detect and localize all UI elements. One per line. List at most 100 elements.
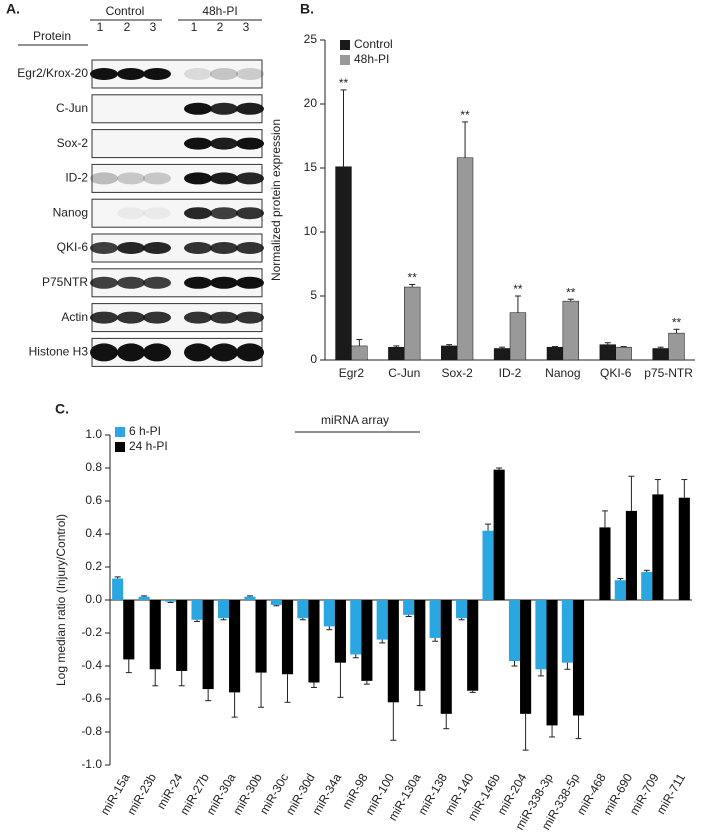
y-tick-label: 20 — [304, 96, 318, 110]
legend-swatch — [115, 442, 125, 452]
protein-label: Nanog — [53, 205, 88, 219]
bar — [599, 344, 616, 361]
band — [143, 343, 171, 362]
bar — [404, 286, 421, 361]
y-tick-label: 15 — [304, 160, 318, 174]
bar — [255, 600, 267, 673]
y-tick-label: 0.6 — [85, 493, 102, 507]
protein-label: QKI-6 — [57, 240, 89, 254]
bar — [508, 600, 521, 662]
bar — [202, 600, 214, 690]
band — [184, 311, 212, 324]
chart-title: miRNA array — [321, 413, 389, 427]
x-tick-label: Egr2 — [339, 366, 365, 380]
lane-label: 3 — [150, 20, 157, 34]
band — [236, 68, 264, 80]
bar — [270, 600, 282, 605]
band — [210, 343, 238, 362]
band — [184, 68, 212, 80]
bar — [546, 346, 564, 361]
band — [117, 68, 145, 80]
x-tick-label: Sox-2 — [441, 366, 473, 380]
bar — [482, 530, 494, 600]
legend-swatch — [340, 40, 350, 50]
bar — [123, 600, 135, 660]
y-tick-label: 0.0 — [85, 592, 102, 606]
bar — [387, 600, 399, 703]
y-tick-label: -1.0 — [81, 757, 102, 771]
panel-label: A. — [6, 1, 20, 17]
band — [210, 68, 238, 80]
bar — [281, 600, 294, 675]
bar — [388, 346, 405, 361]
group-label: 48h-PI — [202, 4, 237, 18]
bar — [509, 312, 527, 361]
band — [90, 172, 118, 185]
band — [184, 343, 212, 362]
band — [236, 276, 264, 289]
bar — [467, 600, 479, 691]
band — [210, 276, 238, 289]
y-tick-label: 25 — [304, 32, 318, 46]
bar — [244, 596, 256, 600]
protein-label: Sox-2 — [57, 136, 89, 150]
significance: ** — [513, 282, 523, 296]
bar — [191, 600, 203, 620]
band — [117, 343, 145, 362]
bar — [403, 600, 415, 615]
y-tick-label: 10 — [304, 224, 318, 238]
band — [184, 242, 212, 254]
lane-label: 2 — [124, 20, 131, 34]
y-axis-label: Normalized protein expression — [269, 119, 283, 281]
y-axis-label: Log median ratio (Injury/Control) — [54, 514, 68, 686]
bar — [414, 600, 426, 691]
panel-label: C. — [55, 401, 69, 417]
band — [143, 172, 171, 185]
bar — [112, 578, 124, 600]
bar — [652, 494, 664, 600]
band — [236, 102, 264, 115]
bar — [641, 571, 653, 600]
bar — [546, 600, 558, 726]
legend-label: 24 h-PI — [129, 439, 168, 453]
band — [236, 137, 264, 150]
band — [117, 311, 145, 324]
legend-swatch — [115, 427, 125, 437]
significance: ** — [339, 76, 349, 90]
y-tick-label: -0.8 — [81, 724, 102, 738]
bar — [652, 348, 669, 361]
bar — [376, 600, 388, 640]
bar — [441, 345, 458, 361]
legend-label: Control — [354, 37, 393, 51]
band — [90, 68, 118, 80]
band — [210, 207, 238, 220]
protein-label: ID-2 — [65, 171, 88, 185]
bar — [599, 527, 611, 600]
band — [210, 102, 238, 115]
band — [143, 68, 171, 80]
bar — [361, 600, 373, 681]
x-tick-label: ID-2 — [499, 366, 522, 380]
x-tick-label: p75-NTR — [644, 366, 693, 380]
bar — [138, 596, 150, 600]
protein-label: Actin — [61, 310, 88, 324]
bar — [614, 580, 626, 600]
bar — [678, 497, 690, 600]
y-tick-label: 1.0 — [85, 427, 102, 441]
bar — [217, 600, 230, 619]
band — [210, 242, 238, 254]
bar — [350, 600, 362, 655]
band — [184, 172, 212, 185]
bar — [335, 166, 352, 361]
band — [143, 242, 171, 254]
protein-label: Histone H3 — [29, 345, 89, 359]
group-label: Control — [106, 4, 145, 18]
band — [184, 207, 212, 220]
lane-label: 2 — [217, 20, 224, 34]
bar — [323, 600, 335, 627]
bar — [668, 332, 685, 361]
lane-label: 3 — [243, 20, 250, 34]
band — [90, 311, 118, 324]
band — [236, 242, 264, 254]
